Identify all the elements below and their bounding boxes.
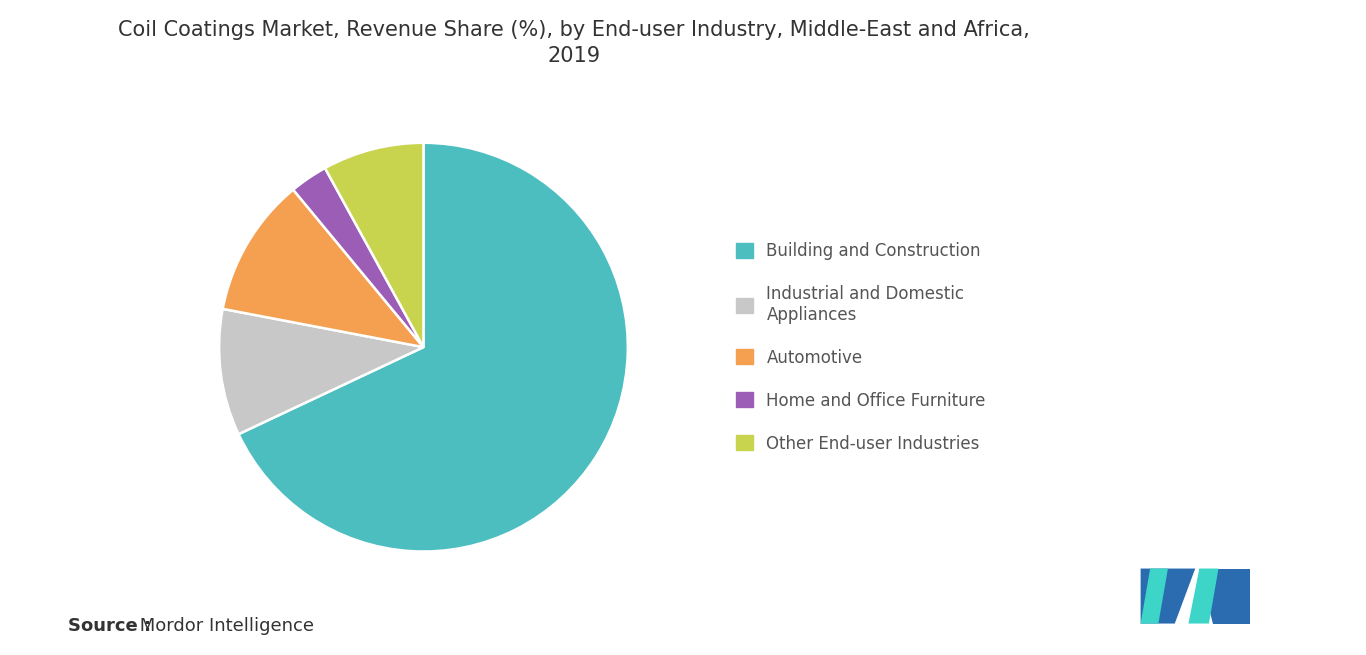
Text: Mordor Intelligence: Mordor Intelligence bbox=[134, 618, 314, 635]
Wedge shape bbox=[219, 309, 423, 434]
Wedge shape bbox=[223, 190, 423, 347]
Text: Coil Coatings Market, Revenue Share (%), by End-user Industry, Middle-East and A: Coil Coatings Market, Revenue Share (%),… bbox=[117, 20, 1030, 66]
Polygon shape bbox=[1188, 569, 1218, 624]
Wedge shape bbox=[239, 143, 628, 552]
Polygon shape bbox=[1199, 569, 1250, 624]
Polygon shape bbox=[1141, 569, 1195, 624]
Polygon shape bbox=[1141, 569, 1168, 624]
Text: Source :: Source : bbox=[68, 618, 152, 635]
Legend: Building and Construction, Industrial and Domestic
Appliances, Automotive, Home : Building and Construction, Industrial an… bbox=[728, 233, 994, 461]
Wedge shape bbox=[294, 168, 423, 347]
Wedge shape bbox=[325, 143, 423, 347]
